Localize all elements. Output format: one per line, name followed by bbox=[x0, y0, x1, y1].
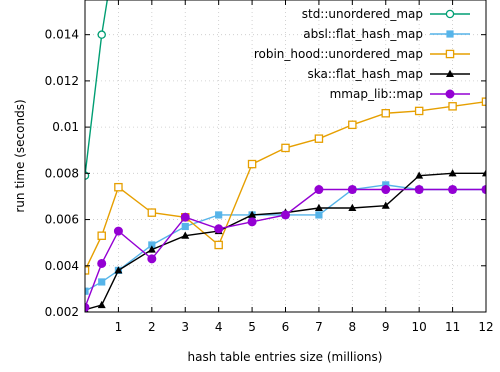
data-point bbox=[97, 231, 106, 240]
x-axis-label: hash table entries size (millions) bbox=[188, 350, 383, 364]
legend-marker bbox=[446, 30, 454, 38]
data-point bbox=[281, 143, 290, 153]
legend-item: absl::flat_hash_map bbox=[303, 27, 470, 41]
data-point bbox=[347, 185, 357, 195]
data-point bbox=[85, 302, 90, 312]
legend-label: ska::flat_hash_map bbox=[307, 67, 423, 81]
y-tick-label: 0.006 bbox=[45, 213, 79, 227]
data-point bbox=[97, 258, 107, 268]
data-point bbox=[414, 106, 424, 116]
data-point bbox=[414, 185, 424, 195]
legend-item: mmap_lib::map bbox=[330, 87, 470, 101]
x-tick-label: 10 bbox=[412, 320, 427, 334]
y-tick-label: 0.01 bbox=[52, 120, 79, 134]
data-point bbox=[315, 211, 323, 219]
data-point bbox=[147, 208, 157, 217]
data-point bbox=[247, 159, 257, 169]
data-point bbox=[314, 203, 323, 211]
legend-item: std::unordered_map bbox=[302, 7, 470, 21]
y-tick-label: 0.002 bbox=[45, 305, 79, 319]
data-point bbox=[181, 231, 190, 239]
legend-label: robin_hood::unordered_map bbox=[254, 47, 423, 61]
x-tick-label: 4 bbox=[215, 320, 223, 334]
data-point bbox=[381, 108, 390, 118]
series-4 bbox=[85, 185, 486, 312]
data-point bbox=[248, 210, 257, 218]
series-line bbox=[85, 0, 108, 176]
data-point bbox=[247, 217, 257, 227]
legend-label: std::unordered_map bbox=[302, 7, 423, 21]
legend-marker bbox=[446, 69, 454, 77]
data-point bbox=[382, 181, 390, 189]
data-point bbox=[97, 30, 106, 39]
legend: std::unordered_mapabsl::flat_hash_maprob… bbox=[254, 7, 470, 101]
y-tick-label: 0.004 bbox=[45, 259, 79, 273]
data-point bbox=[314, 134, 324, 143]
data-point bbox=[381, 201, 390, 209]
x-tick-label: 9 bbox=[382, 320, 390, 334]
data-point bbox=[85, 287, 89, 295]
legend-item: ska::flat_hash_map bbox=[307, 67, 470, 81]
legend-item: robin_hood::unordered_map bbox=[254, 47, 470, 61]
data-point bbox=[481, 185, 486, 195]
data-point bbox=[214, 224, 224, 234]
data-point bbox=[181, 222, 189, 231]
data-point bbox=[415, 171, 424, 179]
series-1 bbox=[85, 181, 486, 295]
data-point bbox=[348, 203, 357, 211]
tick-labels: 1 2 3 4 5 6 7 8 9 10 11 120.0020.0040.0060.0080.010… bbox=[45, 28, 494, 334]
x-tick-label: 1 bbox=[115, 320, 123, 334]
legend-marker bbox=[445, 89, 455, 99]
legend-label: mmap_lib::map bbox=[330, 87, 423, 101]
x-tick-label: 7 bbox=[315, 320, 323, 334]
data-point bbox=[448, 169, 457, 177]
series-layer bbox=[85, 0, 486, 312]
data-point bbox=[114, 182, 123, 192]
x-tick-label: 3 bbox=[181, 320, 189, 334]
series-0 bbox=[85, 0, 108, 180]
legend-marker bbox=[445, 9, 455, 19]
data-point bbox=[147, 245, 156, 253]
series-line bbox=[85, 172, 486, 311]
legend-marker bbox=[445, 49, 455, 59]
data-point bbox=[114, 266, 123, 274]
series-line bbox=[85, 188, 486, 308]
data-point bbox=[148, 241, 156, 249]
data-point bbox=[381, 185, 391, 195]
y-axis-label: run time (seconds) bbox=[13, 99, 27, 212]
y-tick-label: 0.008 bbox=[45, 166, 79, 180]
data-point bbox=[281, 210, 290, 220]
data-point bbox=[214, 240, 223, 250]
y-tick-label: 0.012 bbox=[45, 74, 79, 88]
data-point bbox=[113, 226, 123, 236]
data-point bbox=[98, 278, 106, 286]
ticks bbox=[85, 0, 487, 313]
series-line bbox=[85, 100, 486, 271]
data-point bbox=[147, 254, 157, 264]
data-point bbox=[314, 185, 324, 195]
data-point bbox=[448, 102, 457, 111]
data-point bbox=[448, 185, 458, 195]
x-tick-label: 6 bbox=[282, 320, 290, 334]
x-tick-label: 8 bbox=[349, 320, 357, 334]
x-tick-label: 5 bbox=[248, 320, 256, 334]
legend-label: absl::flat_hash_map bbox=[303, 27, 423, 41]
data-point bbox=[97, 300, 106, 309]
y-tick-label: 0.014 bbox=[45, 28, 79, 42]
x-tick-label: 11 bbox=[445, 320, 460, 334]
x-tick-label: 12 bbox=[478, 320, 493, 334]
data-point bbox=[348, 120, 357, 130]
data-point bbox=[180, 212, 190, 222]
data-point bbox=[215, 211, 223, 219]
x-tick-label: 2 bbox=[148, 320, 156, 334]
data-point bbox=[482, 169, 486, 177]
